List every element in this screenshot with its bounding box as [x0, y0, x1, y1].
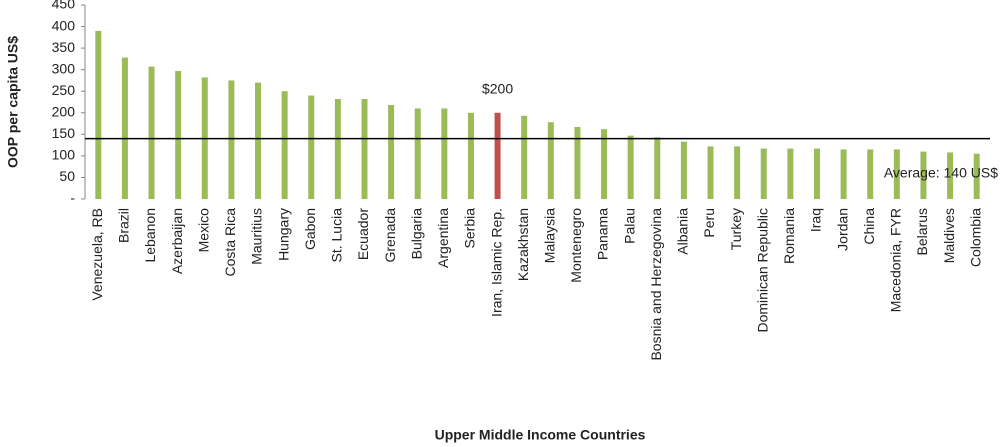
- x-tick-label: Malaysia: [542, 208, 558, 263]
- bar: [680, 141, 687, 199]
- x-tick-label: Montenegro: [568, 208, 584, 283]
- bar: [148, 66, 155, 199]
- bar: [627, 135, 634, 199]
- y-axis-title: OOP per capita US$: [5, 36, 21, 168]
- bar: [334, 98, 341, 199]
- x-tick-label: Panama: [595, 208, 611, 260]
- y-tick-label: 150: [52, 125, 76, 141]
- x-tick-label: Mauritius: [249, 208, 265, 265]
- bar: [308, 95, 315, 199]
- x-tick-label: Belarus: [914, 208, 930, 255]
- bar: [467, 112, 474, 199]
- y-tick-label: 250: [52, 82, 76, 98]
- bar: [361, 98, 368, 199]
- x-tick-label: Bulgaria: [408, 208, 424, 260]
- x-tick-label: Costa Rica: [222, 208, 238, 277]
- x-tick-label: Hungary: [275, 208, 291, 261]
- x-tick-label: Lebanon: [142, 208, 158, 263]
- bar: [920, 151, 927, 199]
- bar: [414, 108, 421, 199]
- x-tick-label: Brazil: [116, 208, 132, 243]
- bar: [228, 80, 235, 199]
- y-tick-label: 350: [52, 39, 76, 55]
- x-tick-label: St. Lucia: [329, 208, 345, 263]
- y-tick-label: 50: [59, 168, 75, 184]
- x-tick-label: Kazakhstan: [515, 208, 531, 281]
- x-tick-label: Jordan: [834, 208, 850, 251]
- y-tick-label: 400: [52, 17, 76, 33]
- bar: [654, 137, 661, 199]
- bar: [601, 129, 608, 199]
- bar: [175, 70, 182, 200]
- y-tick-label: 450: [52, 0, 76, 12]
- bar: [840, 149, 847, 199]
- x-tick-label: Ecuador: [355, 208, 371, 260]
- x-tick-label: Grenada: [382, 208, 398, 263]
- y-tick-label: 100: [52, 147, 76, 163]
- y-tick-label: -: [70, 190, 75, 206]
- bar: [734, 146, 741, 199]
- x-tick-label: Maldives: [941, 208, 957, 263]
- x-tick-label: Albania: [675, 208, 691, 255]
- x-tick-label: Venezuela, RB: [89, 208, 105, 301]
- bar: [388, 105, 395, 199]
- x-tick-label: Dominican Republic: [754, 208, 770, 333]
- x-tick-label: Gabon: [302, 208, 318, 250]
- bar: [574, 127, 581, 199]
- x-tick-label: Macedonia, FYR: [888, 208, 904, 312]
- x-tick-label: Serbia: [462, 208, 478, 249]
- x-tick-label: Peru: [701, 208, 717, 238]
- y-tick-label: 300: [52, 60, 76, 76]
- bar: [255, 82, 262, 199]
- bar: [521, 115, 528, 199]
- x-tick-label: Bosnia and Herzegovina: [648, 208, 664, 361]
- bar: [813, 148, 820, 199]
- bar: [867, 149, 874, 199]
- x-tick-label: China: [861, 208, 877, 245]
- highlight-label: $200: [482, 81, 513, 97]
- x-tick-label: Turkey: [728, 208, 744, 250]
- bar: [787, 148, 794, 199]
- bar: [893, 149, 900, 199]
- bar: [947, 152, 954, 199]
- x-tick-label: Colombia: [967, 208, 983, 267]
- bar: [547, 122, 554, 199]
- bar: [760, 148, 767, 199]
- x-tick-label: Argentina: [435, 208, 451, 268]
- x-tick-label: Palau: [621, 208, 637, 244]
- y-tick-label: 200: [52, 103, 76, 119]
- x-axis-title: Upper Middle Income Countries: [435, 427, 646, 443]
- x-tick-label: Romania: [781, 208, 797, 264]
- bar: [281, 91, 288, 199]
- bar: [441, 108, 448, 199]
- average-label: Average: 140 US$: [884, 165, 998, 181]
- x-tick-label: Mexico: [195, 208, 211, 253]
- x-tick-label: Azerbaijan: [169, 208, 185, 274]
- bar: [707, 146, 714, 199]
- x-tick-label: Iran, Islamic Rep.: [488, 208, 504, 317]
- bar: [121, 57, 128, 200]
- bar: [973, 153, 980, 199]
- x-tick-label: Iraq: [808, 208, 824, 232]
- bar: [95, 30, 102, 199]
- bar: [494, 112, 501, 199]
